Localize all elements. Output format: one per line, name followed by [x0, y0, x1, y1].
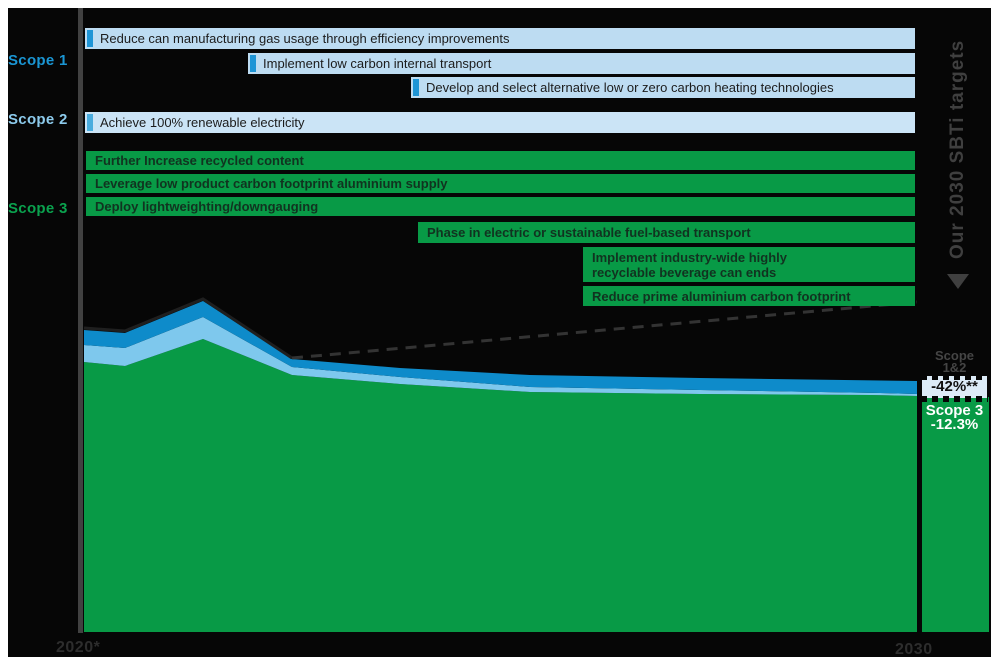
x-axis-label-2030: 2030 — [895, 641, 933, 658]
down-arrow-icon — [947, 274, 969, 289]
bar-label: Reduce can manufacturing gas usage throu… — [100, 31, 510, 46]
bar-label: Phase in electric or sustainable fuel-ba… — [427, 225, 751, 240]
roadmap-bar: Implement industry-wide highly recyclabl… — [583, 247, 915, 282]
roadmap-bar: Leverage low product carbon footprint al… — [86, 174, 915, 193]
bar-accent — [87, 114, 93, 131]
roadmap-bar: Implement low carbon internal transport — [248, 53, 915, 74]
target-year-divider — [917, 8, 922, 633]
roadmap-bar: Achieve 100% renewable electricity — [85, 112, 915, 133]
bar-accent — [250, 55, 256, 72]
bar-label: Implement low carbon internal transport — [263, 56, 492, 71]
bar-label: Achieve 100% renewable electricity — [100, 115, 305, 130]
roadmap-bar: Reduce prime aluminium carbon footprint — [583, 286, 915, 306]
roadmap-bar: Develop and select alternative low or ze… — [411, 77, 915, 98]
bar-accent — [413, 79, 419, 96]
roadmap-bar: Reduce can manufacturing gas usage throu… — [85, 28, 915, 49]
bar-label: Further Increase recycled content — [95, 153, 304, 168]
sbti-targets-vertical-title: Our 2030 SBTi targets — [947, 39, 968, 259]
scope-1-2-target-group: Scope 1&2 — [934, 348, 974, 375]
scope-1-2-target-value: -42%** — [922, 376, 987, 398]
chart-panel-background — [8, 8, 991, 657]
bar-label: Reduce prime aluminium carbon footprint — [592, 288, 851, 304]
bar-label: Implement industry-wide highly recyclabl… — [592, 249, 788, 280]
bar-accent — [87, 30, 93, 47]
y-axis-line — [78, 8, 83, 633]
roadmap-bar: Further Increase recycled content — [86, 151, 915, 170]
target-dash-line-bottom — [921, 396, 988, 402]
scope-3-label: Scope 3 — [8, 200, 68, 217]
roadmap-bar: Phase in electric or sustainable fuel-ba… — [418, 222, 915, 243]
scope-1-label: Scope 1 — [8, 52, 68, 69]
scope-2-label: Scope 2 — [8, 111, 68, 128]
bar-label: Develop and select alternative low or ze… — [426, 80, 834, 95]
bar-label: Leverage low product carbon footprint al… — [95, 176, 448, 191]
x-axis-label-2020: 2020* — [56, 639, 101, 656]
roadmap-bar: Deploy lightweighting/downgauging — [86, 197, 915, 216]
bar-label: Deploy lightweighting/downgauging — [95, 199, 319, 214]
scope-3-target-value: Scope 3 -12.3% — [925, 402, 984, 433]
target-dash-line-top — [921, 374, 988, 380]
